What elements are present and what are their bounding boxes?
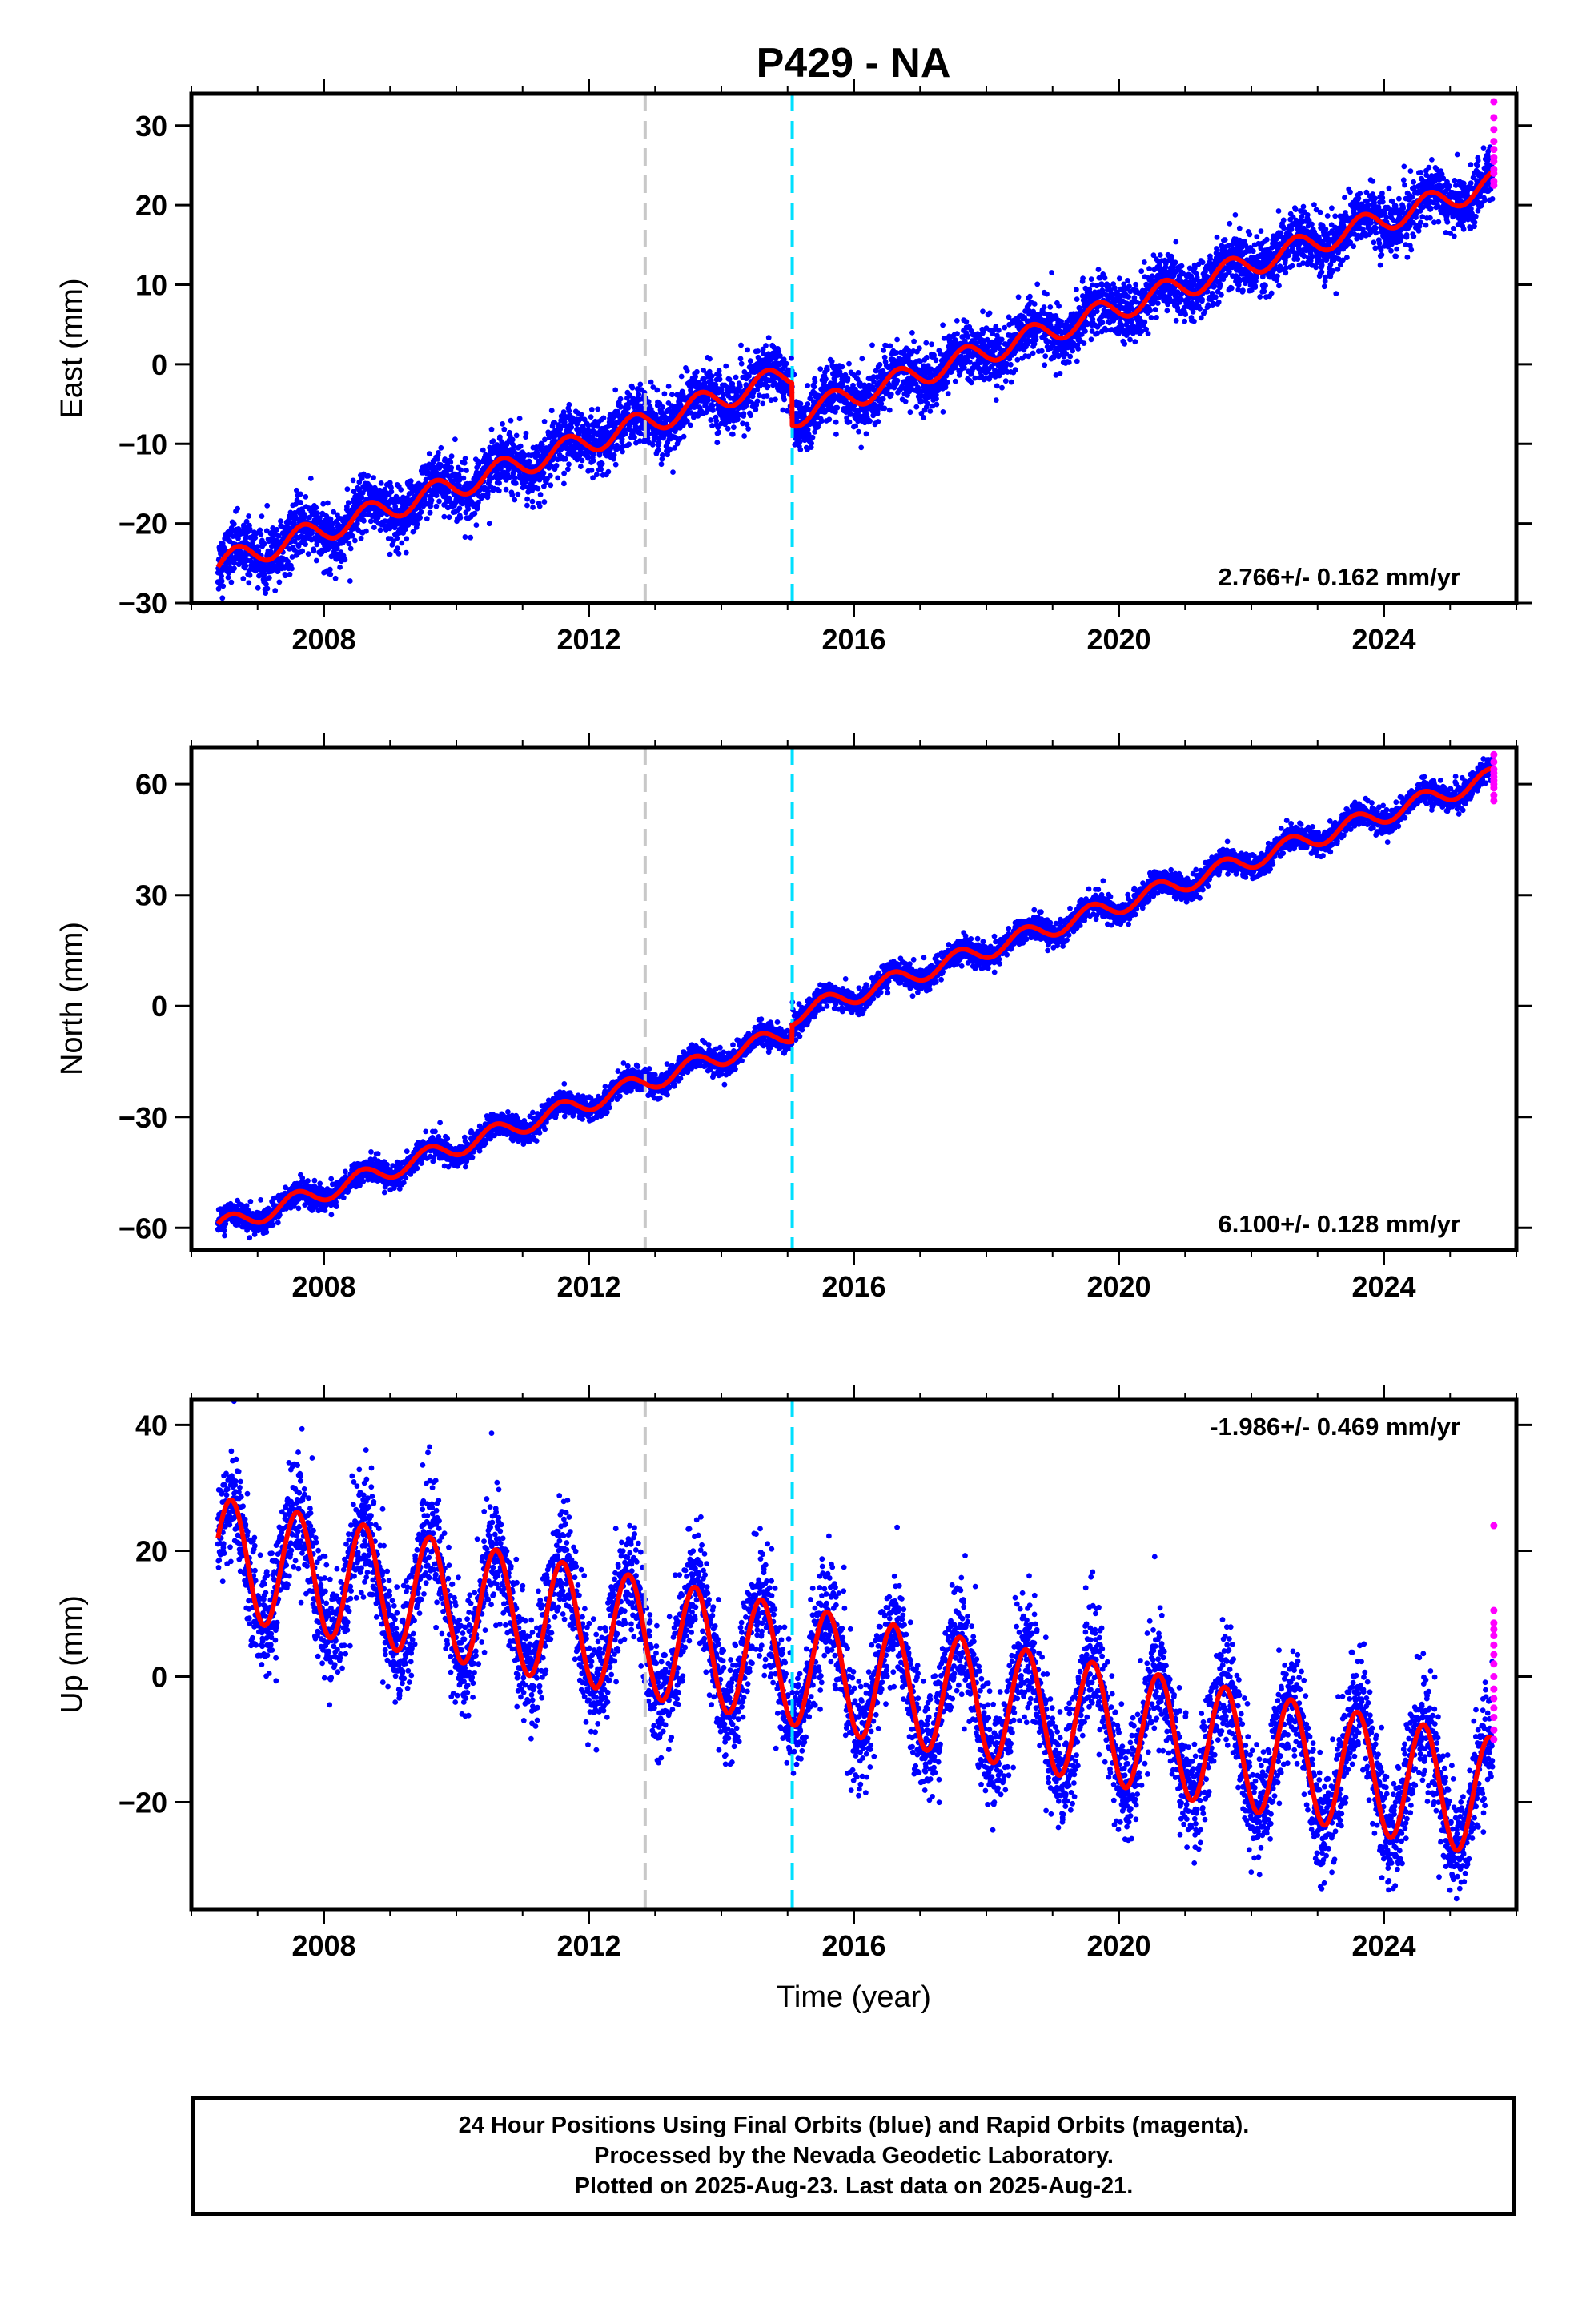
up-rapid-point [1490, 1606, 1498, 1614]
north-rapid-point [1490, 791, 1498, 799]
east-rate-label: 2.766+/- 0.162 mm/yr [1219, 563, 1460, 591]
east-x-tick-label: 2020 [1086, 623, 1150, 656]
up-rapid-point [1490, 1714, 1498, 1722]
east-x-tick-label: 2024 [1351, 623, 1415, 656]
north-x-tick-label: 2020 [1086, 1270, 1150, 1303]
east-y-tick-label: −10 [118, 428, 167, 460]
up-x-tick-label: 2020 [1086, 1929, 1150, 1962]
east-rapid-point [1490, 98, 1498, 106]
north-final-orbit-points [215, 755, 1496, 1241]
east-rapid-point [1490, 181, 1498, 189]
north-rapid-orbit-points [1490, 750, 1498, 805]
north-rate-label: 6.100+/- 0.128 mm/yr [1219, 1210, 1460, 1238]
north-x-tick-label: 2016 [821, 1270, 885, 1303]
up-rapid-point [1490, 1619, 1498, 1627]
footer-line-dates: Plotted on 2025-Aug-23. Last data on 202… [574, 2173, 1134, 2199]
up-rapid-point [1490, 1651, 1498, 1659]
north-rapid-point [1490, 784, 1498, 792]
east-rapid-point [1490, 114, 1498, 122]
up-model-fit-line [215, 1497, 1495, 1853]
north-x-tick-label: 2024 [1351, 1270, 1415, 1303]
footer-info-box: 24 Hour Positions Using Final Orbits (bl… [191, 2096, 1516, 2216]
north-rapid-point [1490, 750, 1498, 758]
up-rapid-point [1490, 1685, 1498, 1693]
north-y-tick-label: 0 [151, 990, 167, 1023]
north-rapid-point [1490, 797, 1498, 805]
east-y-tick-label: −20 [118, 508, 167, 541]
up-plot-area [215, 1400, 1498, 1909]
up-rapid-point [1490, 1631, 1498, 1639]
east-final-orbit-points [215, 144, 1496, 601]
up-rapid-orbit-points [1490, 1522, 1498, 1743]
north-x-tick-label: 2008 [291, 1270, 355, 1303]
east-rapid-point [1490, 126, 1498, 134]
up-y-tick-label: 40 [135, 1409, 167, 1441]
north-y-tick-label: 30 [135, 879, 167, 912]
north-y-tick-label: 60 [135, 768, 167, 801]
up-y-tick-label: 20 [135, 1534, 167, 1567]
footer-line-processor: Processed by the Nevada Geodetic Laborat… [594, 2143, 1114, 2169]
east-rapid-point [1490, 169, 1498, 177]
east-y-axis-label: East (mm) [55, 278, 89, 418]
up-rapid-point [1490, 1695, 1498, 1703]
east-rapid-point [1490, 157, 1498, 165]
up-rapid-point [1490, 1704, 1498, 1712]
east-y-tick-label: 10 [135, 269, 167, 302]
panel-east: 2008 2012 2016 2020 2024 −30 −20 −10 0 10 20 30 East… [55, 79, 1532, 656]
east-plot-area [215, 94, 1498, 603]
up-x-tick-label: 2008 [291, 1929, 355, 1962]
up-rapid-point [1490, 1726, 1498, 1734]
east-y-tick-label: 20 [135, 189, 167, 222]
east-frame [189, 91, 1519, 605]
east-y-tick-label: 0 [151, 348, 167, 381]
up-y-tick-label: −20 [118, 1787, 167, 1819]
up-rapid-point [1490, 1672, 1498, 1680]
north-y-axis-label: North (mm) [55, 922, 89, 1076]
up-x-tick-label: 2016 [821, 1929, 885, 1962]
east-rapid-orbit-points [1490, 98, 1498, 189]
north-plot-area [215, 747, 1498, 1250]
panel-north: 2008 2012 2016 2020 2024 −60 −30 0 30 60 North (mm… [55, 733, 1532, 1303]
up-rapid-point [1490, 1735, 1498, 1743]
north-y-tick-label: −30 [118, 1101, 167, 1134]
panel-up: 2008 2012 2016 2020 2024 −20 0 20 40 Up (mm) -1.98… [55, 1385, 1532, 2014]
footer-line-orbits: 24 Hour Positions Using Final Orbits (bl… [458, 2113, 1250, 2138]
east-x-tick-label: 2012 [556, 623, 620, 656]
east-y-tick-label: 30 [135, 110, 167, 143]
east-x-tick-label: 2016 [821, 623, 885, 656]
up-rapid-point [1490, 1626, 1498, 1634]
up-y-axis-label: Up (mm) [55, 1595, 89, 1714]
east-y-tick-label: −30 [118, 587, 167, 620]
up-rapid-point [1490, 1641, 1498, 1649]
x-axis-label: Time (year) [777, 1980, 931, 2014]
north-y-tick-label: −60 [118, 1212, 167, 1244]
up-rate-label: -1.986+/- 0.469 mm/yr [1210, 1413, 1460, 1441]
up-x-tick-label: 2012 [556, 1929, 620, 1962]
up-rapid-point [1490, 1660, 1498, 1668]
up-y-tick-label: 0 [151, 1660, 167, 1693]
east-model-fit-line [215, 170, 1495, 569]
north-frame [189, 745, 1519, 1252]
up-final-orbit-points [215, 1400, 1496, 1902]
north-x-tick-label: 2012 [556, 1270, 620, 1303]
east-rapid-point [1490, 146, 1498, 154]
up-x-tick-label: 2024 [1351, 1929, 1415, 1962]
up-frame [189, 1397, 1519, 1912]
north-rapid-point [1490, 758, 1498, 766]
north-model-fit-line [215, 766, 1495, 1226]
east-x-tick-label: 2008 [291, 623, 355, 656]
figure-title: P429 - NA [757, 40, 951, 86]
up-rapid-point [1490, 1522, 1498, 1530]
east-rapid-point [1490, 138, 1498, 146]
